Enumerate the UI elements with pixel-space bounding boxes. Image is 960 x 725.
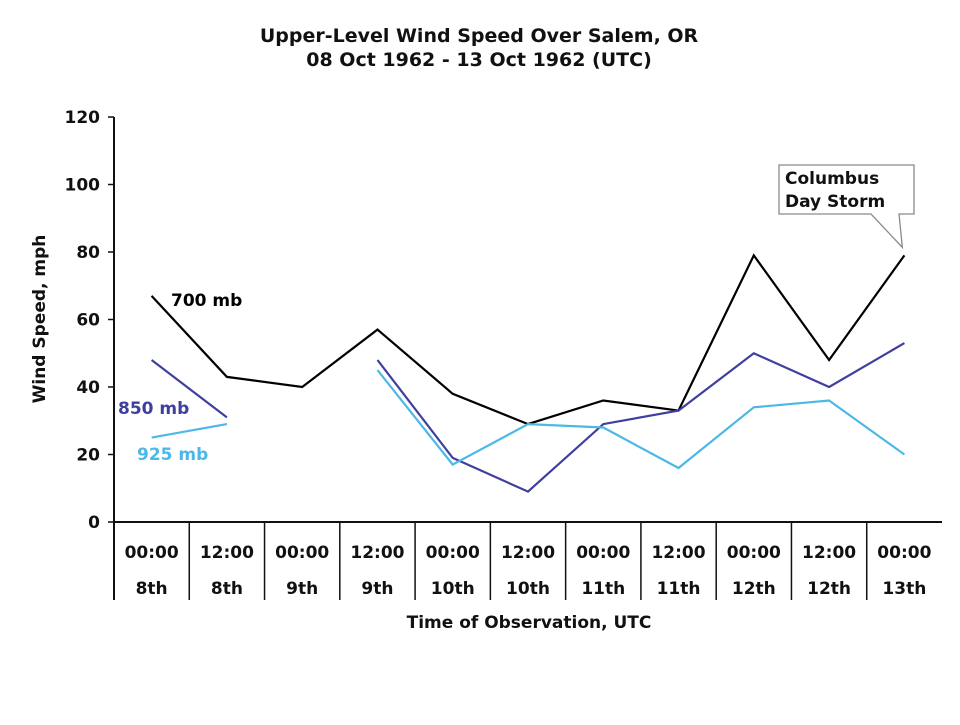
x-axis-label: Time of Observation, UTC: [407, 613, 652, 633]
x-tick-time-label: 00:00: [576, 543, 630, 563]
series-line-925-mb: [376, 369, 906, 470]
y-tick-label: 80: [76, 243, 100, 263]
series-line-850-mb: [376, 342, 905, 493]
series-line-700-mb: [150, 253, 906, 426]
series-line-925-mb: [151, 423, 228, 439]
plot-area: 0 20 40 60 80 100 120 00:00 8th 12:00 8th 00:00 9th 1…: [65, 108, 942, 600]
x-tick-time-label: 00:00: [125, 543, 179, 563]
x-tick-day-label: 9th: [286, 579, 318, 599]
x-tick-time-label: 00:00: [877, 543, 931, 563]
y-tick-label: 120: [65, 108, 101, 128]
callout-box: [778, 164, 915, 250]
y-tick-label: 0: [88, 513, 100, 533]
x-tick-day-label: 10th: [431, 579, 475, 599]
y-tick-label: 20: [76, 446, 100, 466]
y-tick-label: 40: [76, 378, 100, 398]
series-line-850-mb: [150, 359, 228, 419]
x-tick-day-label: 10th: [506, 579, 550, 599]
x-tick-day-label: 12th: [807, 579, 851, 599]
callout-text: Day Storm: [785, 192, 885, 212]
x-tick-day-label: 8th: [136, 579, 168, 599]
series-label-850-mb: 850 mb: [118, 399, 189, 419]
x-tick-time-label: 12:00: [802, 543, 856, 563]
chart-subtitle: 08 Oct 1962 - 13 Oct 1962 (UTC): [306, 49, 652, 71]
x-tick-day-label: 9th: [361, 579, 393, 599]
callout-text: Columbus: [785, 169, 879, 189]
chart-title: Upper-Level Wind Speed Over Salem, OR: [260, 25, 699, 47]
x-tick-time-label: 12:00: [350, 543, 404, 563]
y-tick-label: 60: [76, 311, 100, 331]
y-axis-label: Wind Speed, mph: [30, 235, 50, 404]
x-tick-time-label: 12:00: [200, 543, 254, 563]
x-tick-time-label: 12:00: [651, 543, 705, 563]
y-tick-label: 100: [65, 176, 101, 196]
x-tick-time-label: 00:00: [275, 543, 329, 563]
series-label-700-mb: 700 mb: [171, 291, 242, 311]
x-tick-day-label: 13th: [882, 579, 926, 599]
series-label-925-mb: 925 mb: [137, 445, 208, 465]
x-tick-day-label: 11th: [581, 579, 625, 599]
x-tick-time-label: 00:00: [727, 543, 781, 563]
x-tick-time-label: 00:00: [426, 543, 480, 563]
x-tick-day-label: 8th: [211, 579, 243, 599]
x-tick-day-label: 11th: [657, 579, 701, 599]
x-tick-time-label: 12:00: [501, 543, 555, 563]
x-tick-day-label: 12th: [732, 579, 776, 599]
